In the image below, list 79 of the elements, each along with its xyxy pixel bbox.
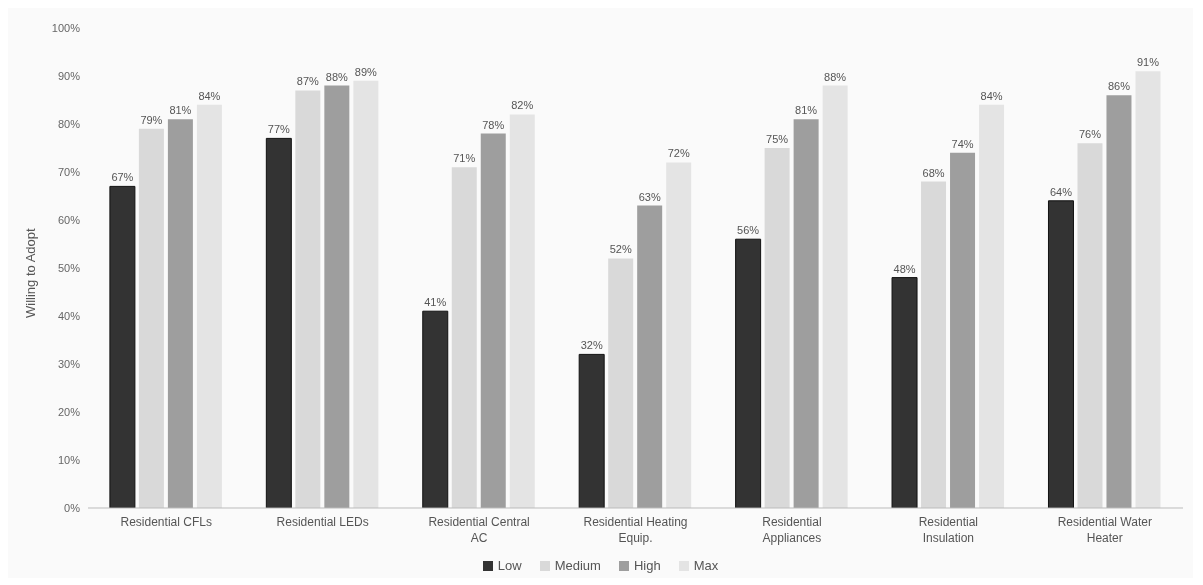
data-label: 76% (1078, 128, 1102, 141)
bar (666, 162, 692, 508)
data-label: 67% (111, 171, 134, 184)
bar (764, 148, 790, 508)
data-label: 75% (766, 133, 789, 145)
x-tick-label: Residential Water Heater (1057, 515, 1152, 545)
y-tick-label: 60% (57, 213, 81, 226)
data-label: 81% (795, 104, 818, 117)
y-tick-label: 80% (57, 117, 81, 130)
bar (167, 119, 193, 508)
bar (353, 80, 379, 508)
data-label: 77% (267, 123, 291, 136)
data-label: 91% (1136, 56, 1160, 69)
bar (422, 310, 449, 508)
data-label: 48% (893, 262, 916, 275)
y-tick-label: 90% (57, 69, 81, 82)
legend-label: Max (693, 558, 719, 573)
x-tick-label: Residential LEDs (276, 515, 369, 529)
y-axis-title: Willing to Adopt (22, 228, 38, 318)
y-tick-label: 20% (57, 405, 81, 418)
data-label: 71% (453, 152, 476, 165)
bar (921, 181, 947, 508)
data-label: 87% (296, 75, 320, 88)
bar (608, 258, 634, 508)
x-tick-label: Residential Central AC (428, 515, 530, 545)
y-tick-label: 50% (57, 261, 81, 274)
bar (138, 128, 164, 508)
data-label: 84% (980, 89, 1003, 102)
data-label: 81% (169, 104, 192, 117)
bar (979, 104, 1005, 508)
x-tick-label: Residential Insulation (918, 515, 979, 545)
data-label: 74% (951, 137, 974, 150)
data-label: 63% (638, 190, 661, 203)
legend-label: Low (497, 558, 522, 573)
bar (735, 238, 762, 508)
data-label: 88% (325, 70, 349, 83)
y-tick-label: 10% (57, 453, 81, 466)
data-label: 32% (580, 339, 603, 352)
y-tick-label: 100% (51, 21, 81, 34)
data-label: 41% (424, 296, 447, 309)
bar (324, 85, 350, 508)
bar (480, 133, 506, 508)
data-label: 52% (609, 243, 632, 256)
y-tick-label: 70% (57, 165, 81, 178)
x-tick-label: Residential Heating Equip. (583, 515, 688, 545)
data-label: 56% (737, 224, 760, 237)
data-label: 86% (1107, 80, 1131, 93)
bar (1135, 71, 1161, 508)
bar (1077, 143, 1103, 508)
bar (295, 90, 321, 508)
y-tick-label: 30% (57, 357, 81, 370)
data-label: 89% (354, 65, 378, 78)
bar (1106, 95, 1132, 508)
bar (637, 205, 663, 508)
bar (1047, 200, 1074, 508)
data-label: 72% (667, 147, 690, 160)
bar (509, 114, 535, 508)
x-tick-label: Residential Appliances (762, 515, 822, 545)
y-tick-label: 40% (57, 309, 81, 322)
data-label: 64% (1049, 185, 1073, 198)
bar (578, 353, 605, 508)
data-label: 88% (824, 70, 847, 83)
bar (109, 185, 136, 508)
data-label: 79% (140, 113, 163, 126)
bar (196, 104, 222, 508)
bar (451, 167, 477, 508)
bar (265, 137, 292, 508)
data-label: 84% (198, 89, 221, 102)
data-label: 78% (482, 118, 505, 131)
legend-label: High (633, 558, 661, 573)
bar (891, 277, 918, 508)
x-tick-label: Residential CFLs (120, 515, 212, 529)
bar (822, 85, 848, 508)
legend-label: Medium (554, 558, 601, 573)
data-label: 82% (511, 99, 534, 112)
y-tick-label: 0% (64, 501, 81, 514)
bar (793, 119, 819, 508)
bar (950, 152, 976, 508)
data-label: 68% (922, 166, 945, 179)
